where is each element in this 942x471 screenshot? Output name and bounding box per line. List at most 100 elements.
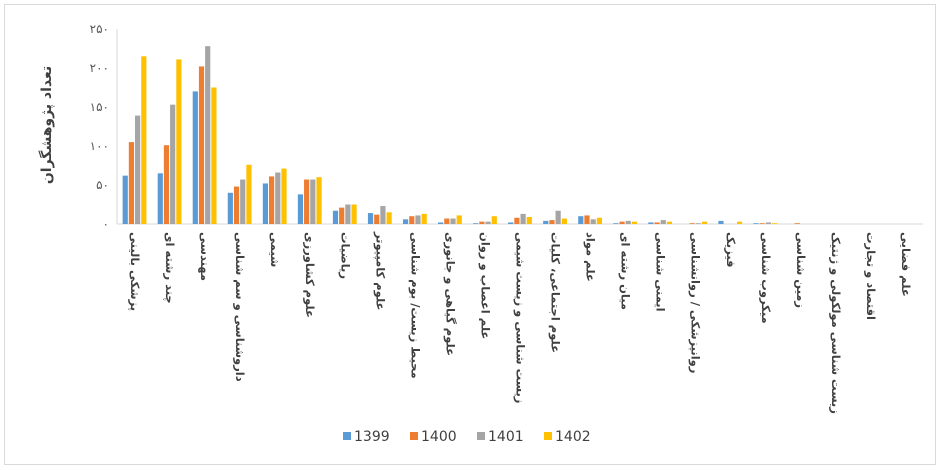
y-tick-label: ۵۰ <box>96 178 109 192</box>
x-tick-label: علم مواد <box>583 232 598 282</box>
bar <box>456 215 462 224</box>
bar <box>170 104 176 224</box>
x-tick-label: زیست شناسی مولکولی و ژنتیک <box>828 232 843 414</box>
legend-label: 1401 <box>488 429 524 445</box>
bar <box>765 222 771 224</box>
x-tick-label: فیزیک <box>724 232 738 267</box>
bar <box>275 172 281 224</box>
x-axis-labels: پزشکی بالینی چند رشته ای مهندسی داروشناسی و… <box>128 231 913 414</box>
legend-swatch <box>544 432 552 440</box>
bar <box>192 91 198 225</box>
y-axis-title: تعداد پژوهشگران <box>38 66 55 184</box>
bar <box>304 179 310 224</box>
bar <box>332 210 339 224</box>
bar <box>386 212 392 224</box>
bar <box>759 223 765 224</box>
x-tick-label: علوم گیاهی و جانوری <box>442 232 457 356</box>
x-tick-label: پزشکی بالینی <box>128 232 142 311</box>
bar <box>163 145 170 224</box>
x-tick-label: زمین شناسی <box>794 232 808 308</box>
bar <box>473 223 479 224</box>
bar <box>736 221 743 224</box>
bar <box>619 221 625 224</box>
bar <box>450 218 456 224</box>
legend-label: 1399 <box>354 429 390 445</box>
bar <box>701 221 708 224</box>
bar <box>281 168 287 224</box>
x-tick-label: ایمنی شناسی <box>654 232 668 312</box>
legend-label: 1400 <box>421 429 457 445</box>
bar <box>198 66 205 224</box>
x-tick-label: روانپزشکی / روانشناسی <box>688 232 703 373</box>
bar <box>695 223 701 224</box>
bar <box>141 56 147 224</box>
bar <box>351 204 357 224</box>
bar <box>269 176 275 224</box>
bar <box>128 142 135 224</box>
bar <box>590 219 596 224</box>
bar <box>157 173 163 224</box>
bar <box>409 216 415 224</box>
bar <box>660 220 666 224</box>
bar <box>421 213 427 224</box>
x-tick-label: شیمی <box>268 232 282 267</box>
bar <box>310 179 316 224</box>
bar <box>514 217 520 224</box>
x-tick-label: زیست شناسی و زیست شیمی <box>513 232 528 403</box>
bar <box>718 220 724 224</box>
chart-frame: ۰ ۵۰ ۱۰۰ ۱۵۰ ۲۰۰ ۲۵۰ پزشکی بالینی چند رشته ای م… <box>4 4 936 465</box>
bar <box>135 115 141 224</box>
x-tick-label: چند رشته ای <box>163 232 177 304</box>
bar <box>520 213 526 224</box>
bar <box>561 218 567 224</box>
bar <box>689 223 695 224</box>
bar <box>584 215 590 224</box>
x-tick-label: علوم کامپیوتر <box>372 231 387 310</box>
bar <box>205 46 211 224</box>
bar <box>549 220 555 224</box>
bar <box>526 216 532 224</box>
bar <box>479 221 485 224</box>
bar <box>246 164 252 224</box>
bar <box>543 220 549 224</box>
bar <box>233 186 240 224</box>
bar <box>415 215 421 224</box>
bar <box>491 216 497 224</box>
bar <box>648 222 654 224</box>
bar <box>625 220 631 224</box>
x-tick-label: علم اعصاب و روان <box>477 232 492 339</box>
bar <box>367 213 374 224</box>
x-tick-label: میکروب شناسی <box>758 232 773 324</box>
bar <box>438 222 444 224</box>
bar-chart: ۰ ۵۰ ۱۰۰ ۱۵۰ ۲۰۰ ۲۵۰ پزشکی بالینی چند رشته ای م… <box>38 22 923 445</box>
x-tick-label: میان رشته ای <box>619 232 633 310</box>
bar <box>316 177 322 224</box>
x-tick-label: ریاضیات <box>338 232 352 279</box>
x-tick-label: علوم کشاورزی <box>302 232 317 318</box>
bar <box>122 175 128 224</box>
bars <box>122 46 800 225</box>
x-tick-label: علم فضایی <box>899 232 913 297</box>
bar <box>631 221 638 224</box>
bar <box>345 204 351 224</box>
x-tick-label: مهندسی <box>198 232 212 281</box>
bar <box>227 192 233 224</box>
bar <box>555 210 561 224</box>
bar <box>297 194 304 224</box>
bar <box>613 223 619 224</box>
bar <box>374 214 380 224</box>
bar <box>402 219 409 224</box>
bar <box>485 221 491 224</box>
legend-swatch <box>477 432 485 440</box>
bar <box>772 223 778 224</box>
bar <box>508 222 514 224</box>
x-tick-label: علوم اجتماعی، کلیات <box>548 232 563 353</box>
bar <box>339 207 345 224</box>
y-tick-label: ۱۵۰ <box>90 100 109 114</box>
bar <box>666 221 673 224</box>
bar <box>654 222 660 224</box>
x-tick-label: اقتصاد و تجارت <box>863 232 878 320</box>
y-tick-label: ۰ <box>103 217 109 231</box>
bar <box>753 223 759 224</box>
bar <box>444 218 450 224</box>
